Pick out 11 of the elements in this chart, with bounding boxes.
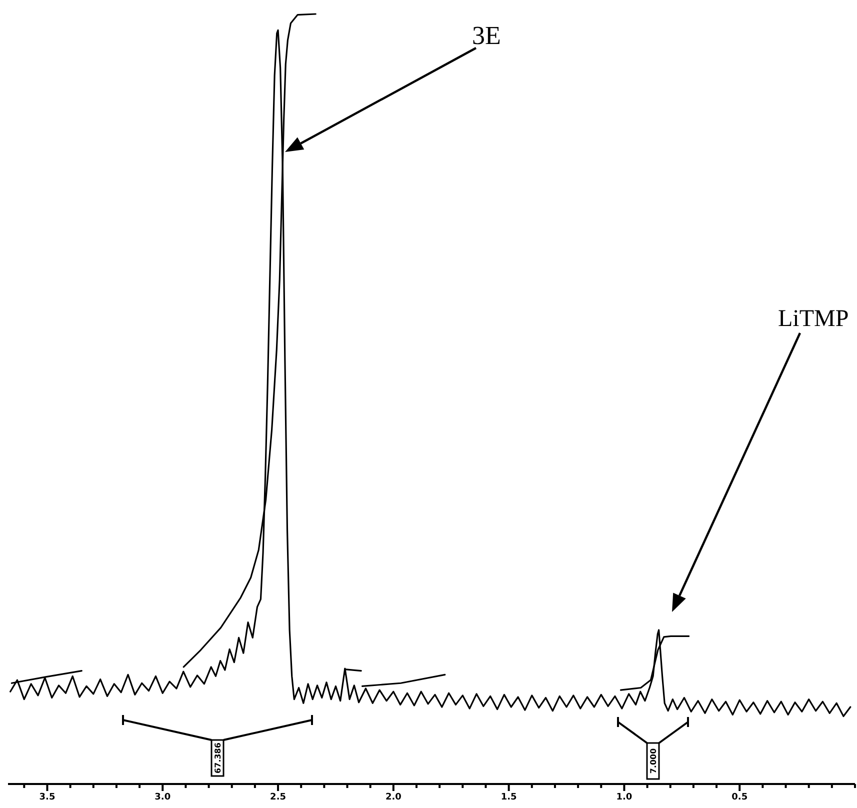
annotation: 3E xyxy=(472,21,501,50)
x-tick-label: 1.0 xyxy=(616,792,632,802)
x-tick-label: 2.5 xyxy=(270,792,286,802)
x-tick-label: 2.0 xyxy=(385,792,402,802)
annotation: 7.000 xyxy=(649,748,658,774)
x-tick-label: 3.5 xyxy=(39,792,56,802)
x-tick-label: 3.0 xyxy=(154,792,171,802)
x-tick-label: 1.5 xyxy=(500,792,517,802)
annotation: 67.386 xyxy=(214,742,222,774)
annotation: LiTMP xyxy=(778,306,849,332)
x-tick-label: 0.5 xyxy=(732,792,748,802)
